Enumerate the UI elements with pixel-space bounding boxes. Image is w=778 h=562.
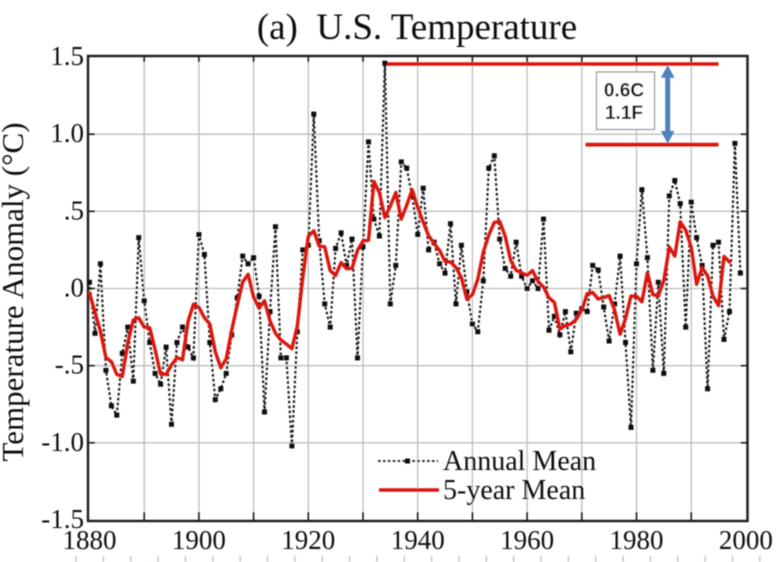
svg-text:-.5: -.5 <box>55 350 84 380</box>
svg-text:1.1F: 1.1F <box>605 103 643 124</box>
svg-text:Annual Mean: Annual Mean <box>443 446 596 477</box>
svg-text:1920: 1920 <box>281 525 335 555</box>
svg-text:5-year Mean: 5-year Mean <box>443 475 585 506</box>
svg-text:1940: 1940 <box>391 525 445 555</box>
svg-text:1.5: 1.5 <box>50 41 84 71</box>
svg-text:1880: 1880 <box>63 525 117 555</box>
svg-text:1.0: 1.0 <box>50 118 84 148</box>
svg-text:-1.0: -1.0 <box>41 427 84 457</box>
svg-text:(a) U.S. Temperature: (a) U.S. Temperature <box>257 7 577 48</box>
svg-text:.0: .0 <box>64 273 84 303</box>
svg-text:.5: .5 <box>64 195 84 225</box>
svg-text:1900: 1900 <box>172 525 226 555</box>
svg-text:0.6C: 0.6C <box>604 81 644 102</box>
svg-text:1980: 1980 <box>610 525 664 555</box>
svg-text:Temperature Anomaly (°C): Temperature Anomaly (°C) <box>0 122 30 461</box>
svg-text:-1.5: -1.5 <box>41 504 84 534</box>
svg-text:2000: 2000 <box>719 525 773 555</box>
svg-text:1960: 1960 <box>500 525 554 555</box>
